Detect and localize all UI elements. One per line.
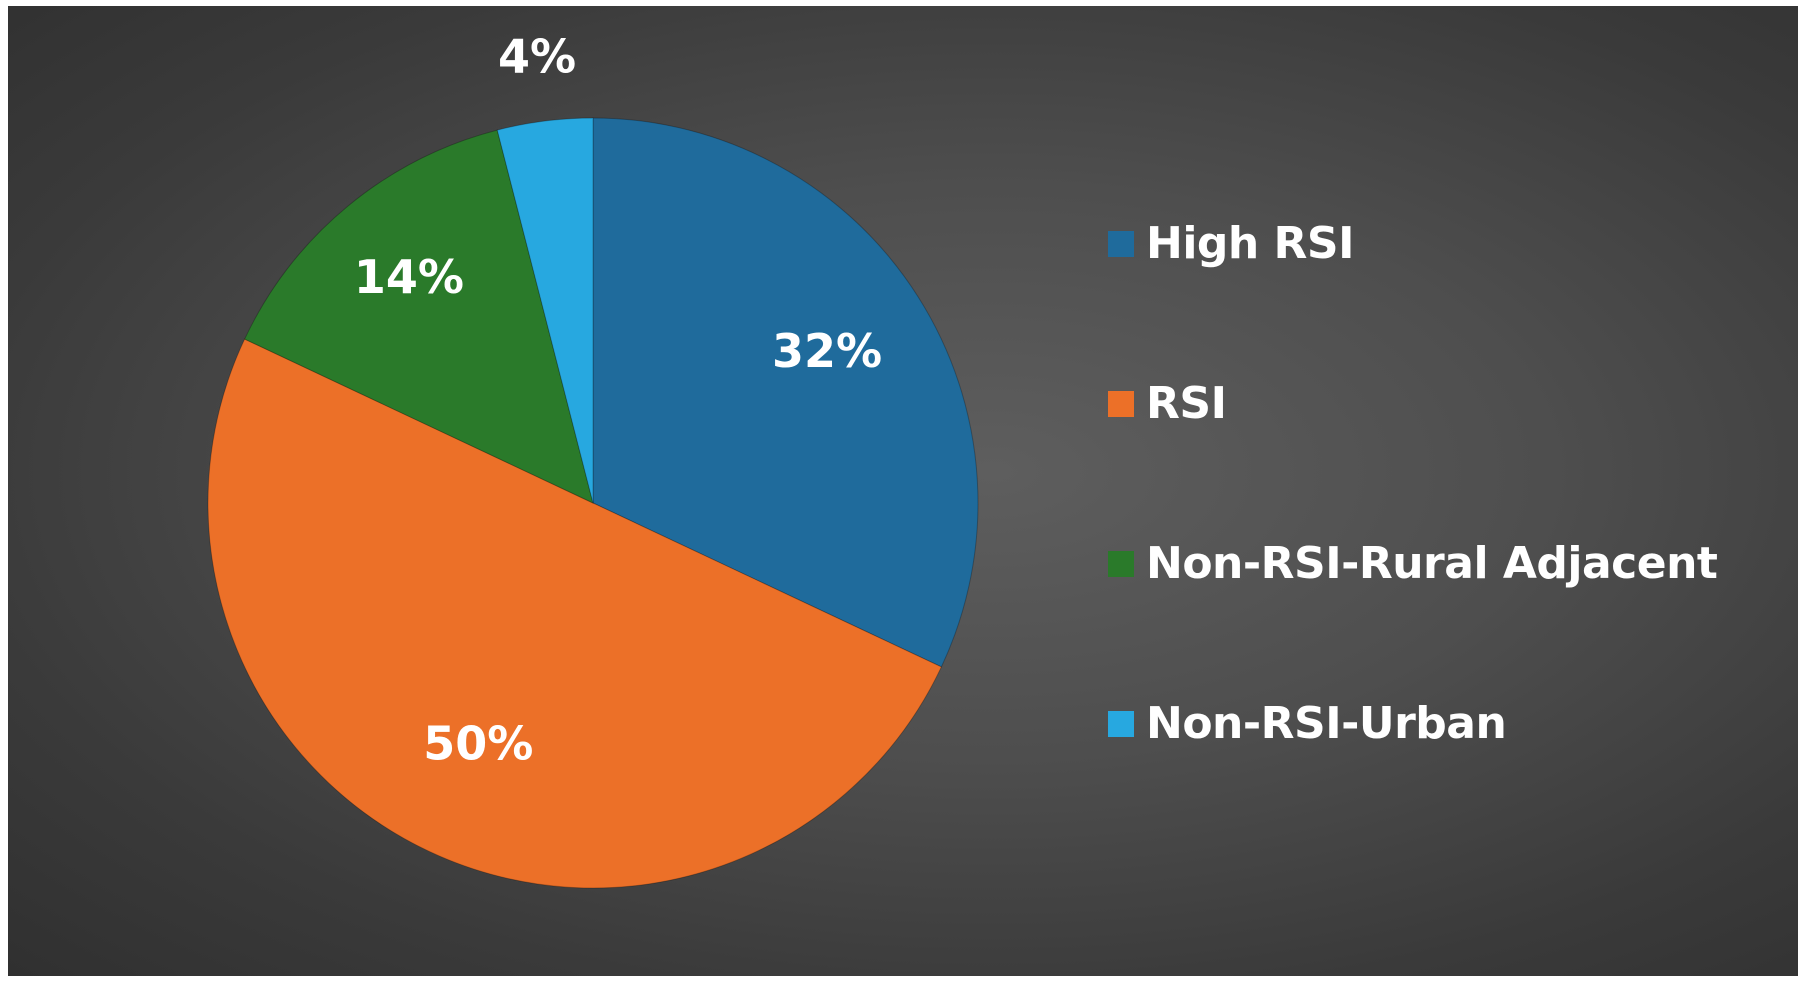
legend-swatch-rsi (1108, 390, 1134, 417)
pie-slice-non-rsi-rural-adjacent (243, 129, 594, 504)
data-label-rsi: 50% (423, 716, 533, 770)
data-label-non-rsi-urban: 4% (498, 29, 576, 83)
legend-item-non-rsi-rural-adjacent: Non-RSI-Rural Adjacent (1108, 538, 1718, 589)
pie-slice-non-rsi-urban (496, 117, 594, 504)
legend-swatch-non-rsi-urban (1108, 710, 1134, 737)
legend-item-high-rsi: High RSI (1108, 218, 1355, 269)
pie-chart: 32% 50% 14% 4% (207, 29, 979, 888)
pie-slice-high-rsi (592, 117, 979, 668)
chart-area: 32% 50% 14% 4% High RSI RSI Non-RSI-Rural A… (8, 6, 1798, 976)
legend-label-non-rsi-urban: Non-RSI-Urban (1146, 698, 1507, 749)
pie-data-labels: 32% 50% 14% 4% (354, 29, 882, 770)
pie-slices (207, 117, 979, 888)
legend-item-non-rsi-urban: Non-RSI-Urban (1108, 698, 1507, 749)
legend-label-high-rsi: High RSI (1146, 218, 1355, 269)
data-label-non-rsi-rural-adjacent: 14% (354, 250, 464, 304)
data-label-high-rsi: 32% (772, 324, 882, 378)
legend-label-non-rsi-rural-adjacent: Non-RSI-Rural Adjacent (1146, 538, 1718, 589)
legend-swatch-high-rsi (1108, 230, 1134, 257)
legend-item-rsi: RSI (1108, 378, 1227, 429)
legend-swatch-non-rsi-rural-adjacent (1108, 550, 1134, 577)
legend-label-rsi: RSI (1146, 378, 1227, 429)
pie-slice-rsi (207, 338, 943, 888)
